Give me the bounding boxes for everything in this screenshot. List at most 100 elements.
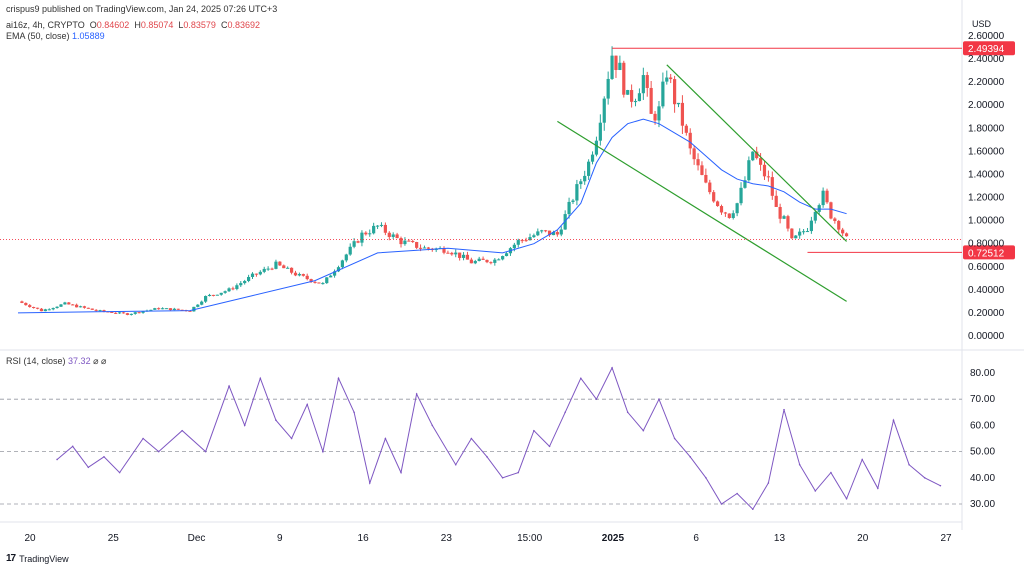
- candle-body: [28, 305, 32, 308]
- candle-body: [575, 184, 579, 201]
- candle-body: [497, 259, 501, 261]
- candle-body: [735, 203, 739, 214]
- candle-body: [739, 187, 743, 204]
- candle-body: [614, 55, 618, 70]
- rsi-point: [71, 445, 74, 448]
- candle-body: [590, 154, 595, 162]
- candle-body: [751, 151, 755, 161]
- rsi-point: [673, 437, 676, 440]
- candle-body: [790, 228, 794, 239]
- candle-body: [676, 102, 681, 105]
- candle-body: [219, 292, 223, 295]
- candle-body: [422, 247, 427, 249]
- candle-body: [673, 79, 677, 105]
- candle-body: [579, 181, 583, 185]
- rsi-point: [658, 398, 660, 401]
- close-label: C: [220, 20, 228, 30]
- candle-body: [786, 216, 790, 229]
- candle-body: [680, 102, 685, 126]
- ema-label: EMA (50, close): [6, 31, 70, 41]
- candle-body: [270, 268, 274, 270]
- candle-body: [641, 75, 645, 94]
- candle-body: [731, 213, 735, 218]
- channel-upper-line: [666, 64, 848, 242]
- rsi-visibility-icon[interactable]: ⌀ ⌀: [93, 356, 107, 366]
- rsi-point: [204, 450, 207, 453]
- channel-lower-line: [557, 120, 847, 302]
- candle-body: [313, 281, 317, 283]
- candle-body: [32, 307, 36, 309]
- rsi-point: [368, 482, 371, 484]
- rsi-point: [259, 377, 262, 380]
- candle-body: [98, 310, 102, 312]
- candle-body: [766, 176, 770, 178]
- candle-body: [528, 237, 532, 241]
- rsi-legend: RSI (14, close) 37.32 ⌀ ⌀: [6, 356, 106, 367]
- candle-body: [715, 201, 720, 207]
- candle-body: [278, 261, 282, 266]
- candle-body: [688, 132, 692, 149]
- rsi-point: [306, 403, 309, 406]
- rsi-point: [767, 482, 770, 484]
- candle-body: [708, 182, 712, 193]
- candle-body: [684, 125, 688, 133]
- candle-body: [196, 304, 200, 307]
- candle-body: [157, 308, 161, 310]
- candle-body: [336, 267, 341, 272]
- ohlc-legend: ai16z, 4h, CRYPTO O0.84602 H0.85074 L0.8…: [6, 20, 260, 30]
- candle-body: [141, 311, 145, 313]
- close-value: 0.83692: [227, 20, 260, 30]
- candle-body: [563, 214, 567, 230]
- candle-body: [536, 231, 540, 236]
- rsi-tick-label: 80.00: [970, 368, 995, 379]
- rsi-point: [736, 492, 738, 495]
- candle-body: [544, 230, 548, 232]
- candle-body: [211, 294, 216, 296]
- candle-body: [164, 308, 169, 310]
- candle-body: [239, 283, 243, 286]
- candle-body: [512, 244, 516, 249]
- rsi-point: [814, 490, 817, 492]
- candle-body: [798, 231, 802, 236]
- rsi-value: 37.32: [68, 356, 91, 366]
- rsi-tick-label: 70.00: [970, 394, 995, 405]
- candle-body: [321, 283, 325, 285]
- candle-body: [774, 195, 778, 207]
- rsi-point: [877, 487, 879, 490]
- candle-body: [743, 180, 747, 188]
- rsi-label: RSI (14, close): [6, 356, 66, 366]
- candle-body: [571, 200, 575, 202]
- rsi-point: [353, 411, 355, 414]
- price-tick-label: 2.60000: [968, 31, 1005, 42]
- rsi-point: [908, 463, 910, 466]
- low-label: L: [178, 20, 184, 30]
- candle-body: [110, 312, 114, 314]
- candle-body: [778, 206, 782, 219]
- candle-body: [55, 306, 59, 309]
- candle-body: [301, 274, 305, 276]
- candle-body: [192, 306, 196, 312]
- candle-body: [649, 87, 653, 114]
- candle-body: [368, 233, 372, 235]
- candle-body: [825, 190, 829, 203]
- candle-body: [618, 62, 622, 70]
- rsi-point: [384, 437, 387, 440]
- rsi-point: [322, 450, 324, 453]
- candle-body: [653, 113, 657, 121]
- candle-body: [782, 216, 786, 219]
- rsi-tick-label: 50.00: [970, 447, 995, 458]
- candle-body: [262, 268, 266, 272]
- candle-body: [102, 310, 106, 312]
- candle-body: [633, 101, 638, 103]
- rsi-point: [454, 463, 457, 466]
- candle-body: [532, 235, 536, 238]
- time-tick-label: 20: [24, 533, 36, 544]
- candle-body: [188, 310, 192, 312]
- candle-body: [153, 308, 157, 310]
- candle-body: [344, 254, 348, 261]
- time-tick-label: 13: [774, 533, 786, 544]
- candle-body: [235, 285, 239, 290]
- candle-body: [587, 161, 591, 176]
- candle-body: [821, 190, 825, 206]
